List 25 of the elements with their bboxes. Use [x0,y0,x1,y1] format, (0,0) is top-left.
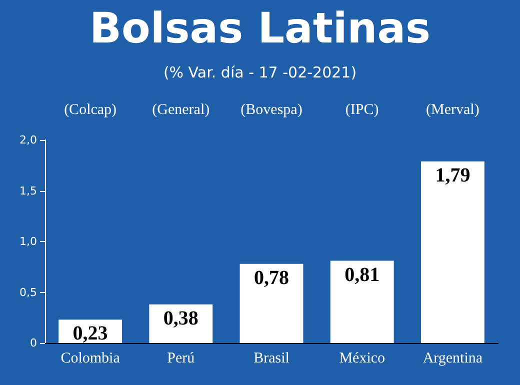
text: (General) [152,102,210,118]
y-tick-label: 1,5 [20,184,37,198]
data-label: 0,23 [72,322,108,345]
x-tick-label: Perú [167,350,196,366]
data-label: 0,78 [254,266,289,289]
data-label: 0,81 [344,264,380,286]
bar [240,264,304,343]
x-tick-label: Colombia [60,350,120,366]
y-tick-label: 1,0 [20,235,37,248]
bar [330,260,394,343]
text: (IPC) [345,102,379,118]
y-tick-label: 2,0 [20,134,37,146]
x-tick-label: Argentina [422,350,483,366]
y-tick-label: 0,5 [20,286,37,299]
chart-title: Bolsas Latinas [89,4,431,52]
bar [420,161,484,343]
data-label: 0,38 [163,307,198,330]
text: (Merval) [426,102,480,118]
data-label: 1,79 [435,164,470,186]
text: (Bovespa) [240,102,302,118]
x-tick-label: México [339,350,386,366]
text: (Colcap) [64,102,117,118]
chart-subtitle: (% Var. día - 17 -02-2021) [163,64,357,82]
y-tick-label: 0 [30,336,37,350]
x-tick-label: Brasil [254,350,290,366]
